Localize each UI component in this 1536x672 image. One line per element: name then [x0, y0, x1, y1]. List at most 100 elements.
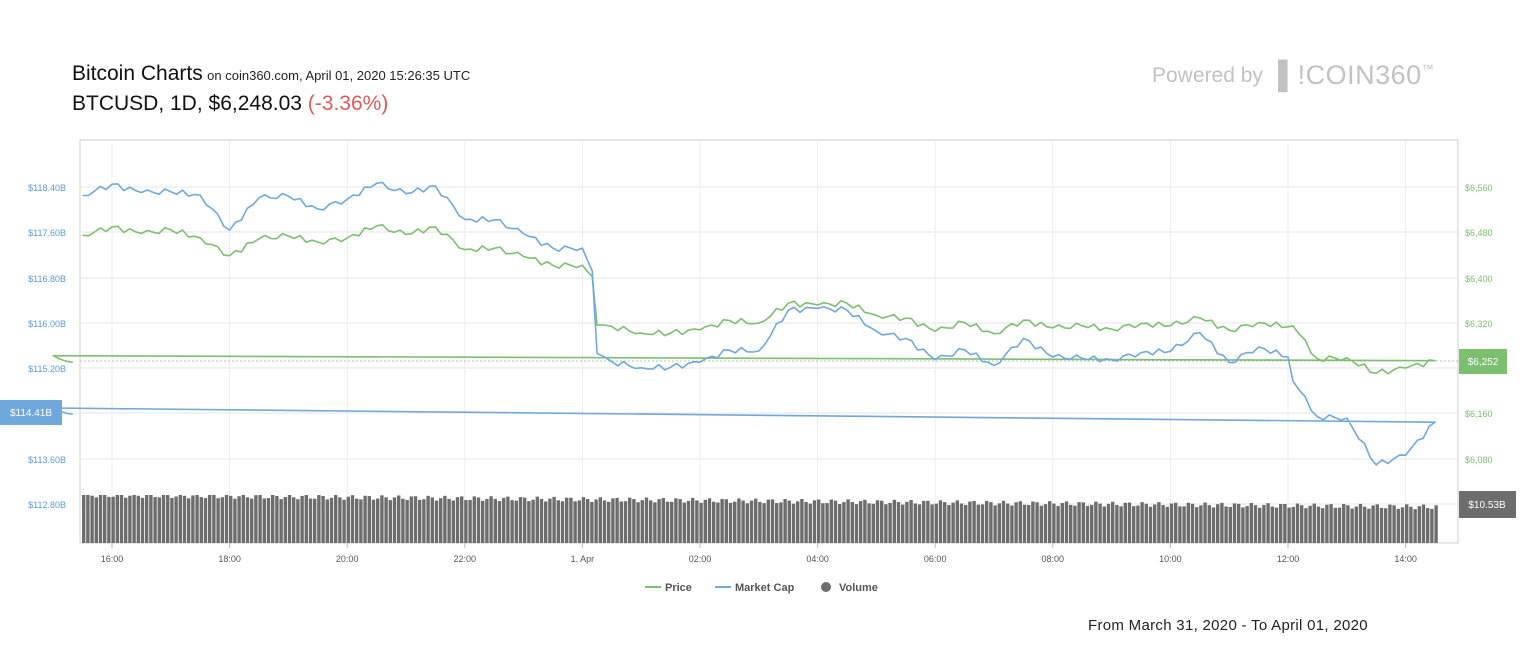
- volume-bar: [1211, 507, 1216, 543]
- volume-bar: [636, 502, 640, 543]
- coin360-logo[interactable]: ▌!COIN360™: [1278, 60, 1434, 91]
- volume-bar: [1190, 503, 1195, 543]
- volume-bar: [1287, 507, 1291, 543]
- volume-bar: [1174, 502, 1178, 543]
- volume-bar: [875, 500, 880, 543]
- volume-bar: [800, 498, 804, 543]
- volume-bar: [514, 500, 518, 543]
- volume-bar: [224, 495, 229, 543]
- volume-bar: [275, 495, 279, 543]
- left-axis-tick-label: $112.80B: [28, 500, 66, 510]
- volume-bar: [1144, 503, 1148, 543]
- volume-bar: [766, 499, 770, 543]
- volume-bar: [82, 495, 86, 543]
- volume-bar: [1350, 508, 1354, 543]
- volume-bar: [1161, 505, 1165, 543]
- volume-bar: [136, 495, 140, 543]
- volume-bar: [1199, 505, 1203, 543]
- volume-bar: [628, 497, 632, 543]
- volume-bar: [607, 501, 611, 543]
- volume-bar: [157, 497, 161, 543]
- volume-bar: [1346, 505, 1350, 543]
- volume-bar: [485, 498, 489, 543]
- volume-bar: [544, 501, 548, 543]
- volume-bar: [901, 504, 905, 543]
- volume-bar: [686, 500, 691, 543]
- volume-bar: [1081, 502, 1085, 543]
- x-axis-tick-label: 10:00: [1159, 554, 1182, 564]
- volume-bar: [489, 496, 493, 543]
- volume-bar: [350, 495, 355, 543]
- volume-bar: [1140, 502, 1144, 543]
- volume-bar: [1304, 508, 1308, 543]
- volume-bar: [409, 496, 413, 543]
- volume-bar: [552, 496, 556, 543]
- volume-bar: [1010, 505, 1014, 543]
- volume-bar: [581, 497, 586, 543]
- left-axis-tick-label: $118.40B: [28, 183, 66, 193]
- volume-bar: [287, 495, 292, 543]
- volume-bar: [191, 495, 195, 543]
- volume-bar: [468, 499, 472, 543]
- volume-bar: [1035, 502, 1039, 543]
- volume-bar: [153, 497, 157, 543]
- volume-bar: [1333, 507, 1337, 543]
- volume-bar: [1207, 505, 1211, 543]
- volume-bar: [397, 495, 401, 543]
- volume-bar: [1245, 506, 1249, 543]
- volume-bar: [1148, 506, 1153, 543]
- volume-bar: [972, 501, 976, 543]
- volume-bar: [531, 499, 535, 543]
- volume-bar: [527, 501, 531, 543]
- volume-bar: [229, 495, 233, 543]
- volume-bar: [1375, 504, 1379, 543]
- chart-legend: Price Market Cap Volume: [645, 582, 878, 594]
- volume-bar: [691, 498, 695, 543]
- volume-bar: [535, 496, 539, 543]
- volume-bar: [762, 503, 766, 543]
- volume-bar: [565, 497, 569, 543]
- volume-bar: [422, 499, 426, 543]
- volume-bar: [1249, 502, 1253, 543]
- volume-bar: [720, 498, 724, 543]
- volume-bar: [1165, 506, 1169, 543]
- coin360-logo-text: COIN360: [1305, 60, 1422, 90]
- current-price-badge: [1459, 349, 1507, 374]
- volume-bar: [1001, 500, 1006, 543]
- volume-bar: [817, 499, 821, 543]
- trademark-mark: ™: [1421, 62, 1435, 76]
- volume-bar: [842, 502, 846, 543]
- market-cap-line: [52, 181, 1436, 466]
- volume-bar: [1371, 505, 1375, 543]
- volume-bar: [1413, 509, 1417, 543]
- volume-bar: [821, 503, 825, 543]
- volume-bar: [1127, 502, 1132, 543]
- volume-bar: [926, 500, 930, 543]
- volume-bar: [166, 495, 170, 543]
- volume-bar: [909, 500, 913, 543]
- x-axis-tick-label: 14:00: [1394, 554, 1417, 564]
- volume-bar: [1392, 505, 1396, 543]
- volume-bar: [1258, 507, 1262, 543]
- volume-bar: [464, 500, 468, 543]
- volume-bar: [674, 498, 678, 543]
- right-axis-tick-label: $6,400: [1465, 274, 1493, 284]
- volume-bar: [119, 495, 124, 543]
- current-marketcap-label: $114.41B: [10, 408, 52, 419]
- volume-bar: [321, 495, 325, 543]
- x-axis-tick-label: 08:00: [1042, 554, 1065, 564]
- volume-bar: [649, 500, 653, 543]
- volume-bar: [602, 500, 607, 543]
- volume-bar: [1056, 506, 1060, 543]
- volume-bar: [334, 495, 338, 543]
- volume-bar: [481, 500, 485, 543]
- volume-bar: [728, 502, 733, 543]
- volume-bar: [199, 497, 203, 543]
- volume-bar: [1266, 503, 1270, 543]
- volume-bar: [250, 498, 254, 543]
- volume-bar: [451, 500, 455, 543]
- volume-bar: [1312, 503, 1316, 543]
- volume-bar: [1077, 502, 1081, 543]
- volume-bar: [707, 498, 712, 543]
